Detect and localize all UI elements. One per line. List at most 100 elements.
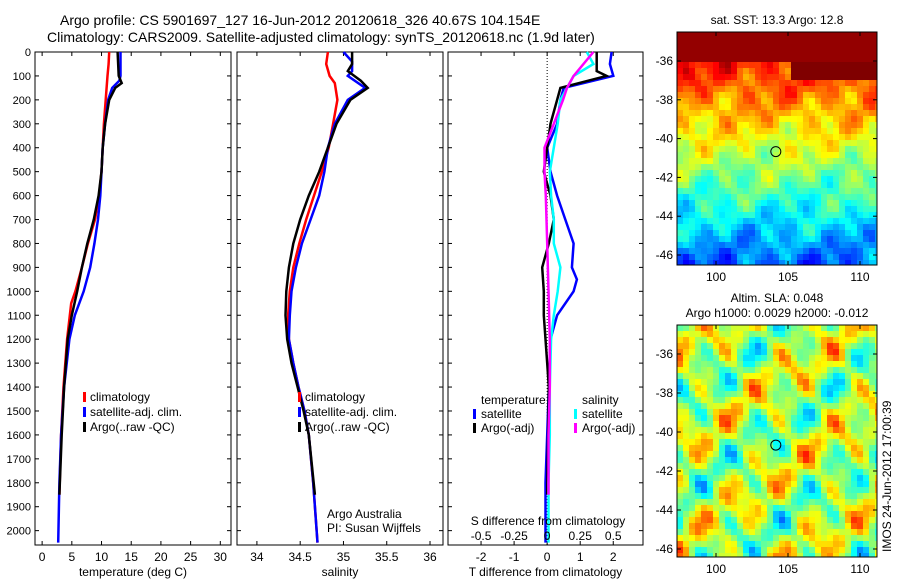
plot-frame-1 bbox=[34, 51, 232, 546]
map-cell bbox=[827, 122, 833, 128]
map-cell bbox=[731, 373, 737, 379]
map-cell bbox=[809, 110, 815, 116]
map-cell bbox=[713, 164, 719, 170]
map-cell bbox=[725, 541, 731, 547]
map-cell bbox=[737, 403, 743, 409]
map-cell bbox=[767, 547, 773, 553]
map-cell bbox=[761, 469, 767, 475]
map-cell bbox=[845, 499, 851, 505]
map-cell bbox=[809, 104, 815, 110]
map-cell bbox=[809, 523, 815, 529]
map-cell bbox=[743, 50, 749, 56]
map-cell bbox=[755, 427, 761, 433]
map-cell bbox=[833, 433, 839, 439]
map-cell bbox=[791, 254, 797, 260]
map-cell bbox=[791, 349, 797, 355]
map-cell bbox=[749, 128, 755, 134]
map-cell bbox=[677, 248, 683, 254]
map-cell bbox=[815, 481, 821, 487]
map-cell bbox=[743, 44, 749, 50]
map-cell bbox=[839, 170, 845, 176]
map-cell bbox=[743, 158, 749, 164]
map-cell bbox=[689, 152, 695, 158]
map-cell bbox=[731, 158, 737, 164]
map-cell bbox=[815, 128, 821, 134]
map-cell bbox=[737, 343, 743, 349]
map-cell bbox=[755, 158, 761, 164]
map-cell bbox=[773, 224, 779, 230]
map-cell bbox=[761, 553, 767, 557]
map-cell bbox=[797, 68, 803, 74]
map-cell bbox=[737, 511, 743, 517]
map-cell bbox=[713, 523, 719, 529]
map-cell bbox=[875, 421, 877, 427]
map-cell bbox=[815, 499, 821, 505]
map-cell bbox=[689, 32, 695, 38]
map-cell bbox=[719, 469, 725, 475]
map-cell bbox=[743, 499, 749, 505]
map-cell bbox=[833, 260, 839, 265]
map-cell bbox=[707, 56, 713, 62]
map-cell bbox=[677, 44, 683, 50]
map-cell bbox=[713, 445, 719, 451]
lon-tick-label: 100 bbox=[706, 270, 726, 284]
map-cell bbox=[761, 505, 767, 511]
map-cell bbox=[815, 355, 821, 361]
map-cell bbox=[827, 523, 833, 529]
map-cell bbox=[689, 529, 695, 535]
map-cell bbox=[875, 523, 877, 529]
map-cell bbox=[761, 170, 767, 176]
map-cell bbox=[725, 122, 731, 128]
map-cell bbox=[821, 451, 827, 457]
map-cell bbox=[875, 433, 877, 439]
map-cell bbox=[773, 230, 779, 236]
map-cell bbox=[725, 242, 731, 248]
map-cell bbox=[839, 379, 845, 385]
x-tick-label: 15 bbox=[125, 550, 139, 564]
map-cell bbox=[707, 355, 713, 361]
map-cell bbox=[701, 116, 707, 122]
map-cell bbox=[689, 421, 695, 427]
map-cell bbox=[839, 68, 845, 74]
map-cell bbox=[767, 146, 773, 152]
map-cell bbox=[827, 349, 833, 355]
map-cell bbox=[821, 421, 827, 427]
map-cell bbox=[707, 104, 713, 110]
map-cell bbox=[863, 194, 869, 200]
depth-tick-label: 800 bbox=[13, 238, 31, 250]
map-cell bbox=[863, 403, 869, 409]
map-cell bbox=[875, 355, 877, 361]
map-cell bbox=[689, 427, 695, 433]
map-cell bbox=[833, 236, 839, 242]
map-cell bbox=[749, 92, 755, 98]
map-cell bbox=[827, 50, 833, 56]
map-cell bbox=[791, 260, 797, 265]
map-cell bbox=[707, 433, 713, 439]
map-cell bbox=[857, 373, 863, 379]
map-cell bbox=[743, 242, 749, 248]
map-cell bbox=[677, 385, 683, 391]
map-cell bbox=[791, 373, 797, 379]
map-cell bbox=[749, 427, 755, 433]
map-cell bbox=[857, 409, 863, 415]
map-cell bbox=[725, 218, 731, 224]
map-cell bbox=[803, 104, 809, 110]
map-cell bbox=[725, 529, 731, 535]
map-cell bbox=[737, 469, 743, 475]
map-cell bbox=[773, 487, 779, 493]
map-cell bbox=[809, 487, 815, 493]
map-cell bbox=[713, 541, 719, 547]
map-cell bbox=[821, 349, 827, 355]
map-cell bbox=[809, 194, 815, 200]
map-cell bbox=[773, 212, 779, 218]
map-cell bbox=[755, 242, 761, 248]
map-cell bbox=[779, 427, 785, 433]
map-cell bbox=[761, 349, 767, 355]
map-cell bbox=[845, 553, 851, 557]
map-cell bbox=[731, 218, 737, 224]
map-cell bbox=[725, 493, 731, 499]
map-cell bbox=[743, 349, 749, 355]
map-cell bbox=[845, 493, 851, 499]
map-cell bbox=[857, 379, 863, 385]
map-cell bbox=[827, 361, 833, 367]
